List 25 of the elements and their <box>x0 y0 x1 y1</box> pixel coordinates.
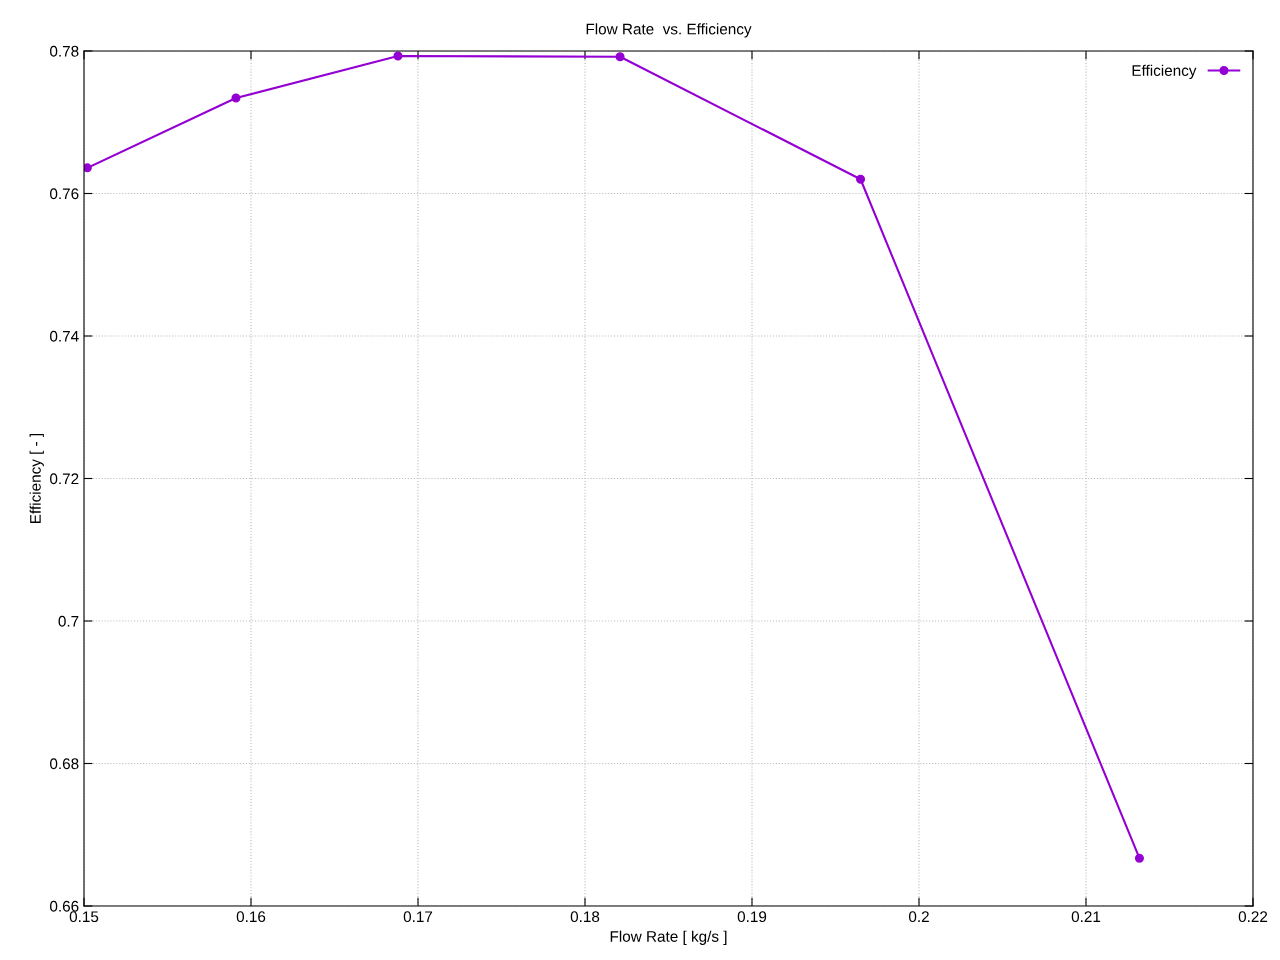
x-tick-label: 0.22 <box>1238 911 1268 923</box>
point <box>615 52 625 62</box>
x-tick-label: 0.19 <box>737 911 767 923</box>
x-axis-title: Flow Rate [ kg/s ] <box>610 930 727 945</box>
point <box>393 51 403 61</box>
legend-label: Efficiency <box>1132 64 1197 79</box>
y-tick-label: 0.74 <box>50 330 79 342</box>
x-tick-label: 0.15 <box>69 911 99 923</box>
point <box>856 174 866 184</box>
x-tick-label: 0.17 <box>403 911 433 923</box>
y-axis-title: Efficiency [ - ] <box>29 433 44 523</box>
point <box>1134 853 1144 863</box>
y-tick-label: 0.68 <box>50 758 79 770</box>
chart-title: Flow Rate vs. Efficiency <box>586 23 752 38</box>
y-tick-label: 0.72 <box>50 473 79 485</box>
point <box>84 163 92 173</box>
y-tick-label: 0.7 <box>58 615 79 627</box>
x-tick-label: 0.21 <box>1071 911 1101 923</box>
y-tick-label: 0.78 <box>50 45 79 57</box>
y-tick-label: 0.66 <box>50 900 79 912</box>
point <box>231 93 241 103</box>
x-tick-label: 0.16 <box>236 911 266 923</box>
x-tick-label: 0.2 <box>908 911 929 923</box>
y-tick-label: 0.76 <box>50 188 79 200</box>
x-tick-label: 0.18 <box>570 911 600 923</box>
